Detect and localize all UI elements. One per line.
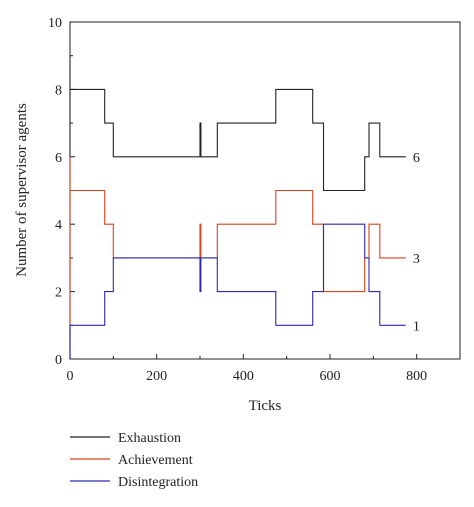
plot-frame — [69, 21, 461, 360]
y-axis-ticks: 0 2 4 6 8 10 — [48, 16, 75, 368]
series-end-label-achievement: 3 — [413, 252, 420, 267]
series-lines — [69, 55, 406, 359]
x-tick-label: 400 — [233, 369, 254, 384]
y-tick-label: 2 — [55, 286, 62, 301]
y-tick-label: 10 — [48, 16, 62, 31]
y-tick-label: 0 — [55, 353, 62, 368]
legend-label-disintegration: Disintegration — [118, 475, 198, 490]
series-end-label-disintegration: 1 — [413, 319, 420, 334]
series-end-label-exhaustion: 6 — [413, 151, 420, 166]
x-axis-ticks: 0 200 400 600 800 — [67, 354, 427, 384]
legend: Exhaustion Achievement Disintegration — [70, 431, 198, 490]
series-line-exhaustion — [69, 55, 406, 359]
y-axis-title: Number of supervisor agents — [14, 103, 30, 277]
x-tick-label: 0 — [67, 369, 74, 384]
x-axis-title: Ticks — [249, 398, 282, 414]
x-tick-label: 200 — [146, 369, 167, 384]
legend-label-achievement: Achievement — [118, 453, 193, 468]
series-line-disintegration — [69, 223, 406, 359]
y-tick-label: 4 — [55, 218, 62, 233]
series-end-labels: 6 3 1 — [413, 151, 420, 334]
y-tick-label: 8 — [55, 83, 62, 98]
y-tick-label: 6 — [55, 151, 62, 166]
legend-label-exhaustion: Exhaustion — [118, 431, 181, 446]
x-tick-label: 800 — [406, 369, 427, 384]
x-tick-label: 600 — [320, 369, 341, 384]
